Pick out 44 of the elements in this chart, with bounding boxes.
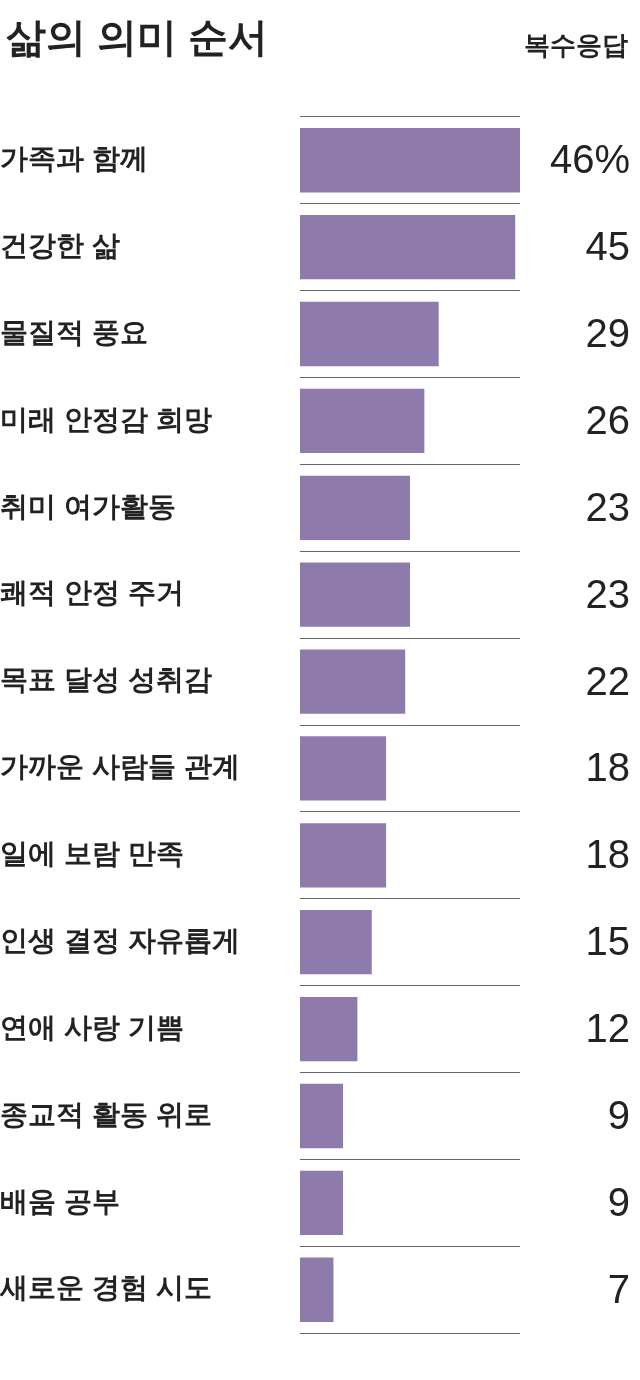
bar (300, 301, 439, 367)
bar (300, 128, 520, 193)
chart-title: 삶의 의미 순서 (6, 14, 269, 61)
bar (300, 823, 387, 888)
data-label: 7 (607, 1266, 630, 1311)
bar (300, 388, 425, 454)
bar (300, 475, 410, 540)
data-label: 46% (549, 137, 630, 182)
data-label: 9 (607, 1093, 630, 1138)
bar (300, 736, 387, 801)
text: 복수응답 (524, 29, 628, 62)
y-tick-label: 가족과 함께 (0, 142, 148, 174)
bar (300, 562, 410, 627)
data-label: 23 (585, 571, 630, 616)
bar (300, 1170, 344, 1236)
y-tick-label: 새로운 경험 시도 (0, 1272, 212, 1304)
bar (300, 214, 516, 280)
y-tick-label: 배움 공부 (0, 1185, 120, 1217)
data-label: 15 (585, 919, 630, 964)
bar (300, 910, 372, 975)
data-label: 45 (585, 224, 630, 269)
y-tick-label: 인생 결정 자유롭게 (0, 924, 240, 956)
data-label: 18 (585, 832, 630, 877)
data-label: 9 (607, 1179, 630, 1224)
y-tick-label: 취미 여가활동 (0, 490, 176, 522)
y-tick-label: 미래 안정감 희망 (0, 403, 212, 435)
y-tick-label: 종교적 활동 위로 (0, 1098, 212, 1130)
y-tick-label: 연애 사랑 기쁨 (0, 1011, 184, 1043)
data-label: 22 (585, 658, 630, 703)
data-label: 29 (585, 311, 630, 356)
bar (300, 996, 358, 1062)
y-tick-label: 물질적 풍요 (0, 316, 148, 348)
data-label: 23 (585, 484, 630, 529)
data-label: 18 (585, 745, 630, 790)
y-tick-label: 건강한 삶 (0, 229, 120, 261)
data-label: 26 (585, 397, 630, 442)
data-label: 12 (585, 1006, 630, 1051)
y-tick-label: 쾌적 안정 주거 (0, 577, 184, 609)
bar (300, 1257, 334, 1322)
bar (300, 649, 406, 714)
bar (300, 1083, 344, 1149)
y-tick-label: 가까운 사람들 관계 (0, 751, 240, 783)
y-tick-label: 목표 달성 성취감 (0, 664, 212, 696)
y-tick-label: 일에 보람 만족 (0, 838, 184, 870)
